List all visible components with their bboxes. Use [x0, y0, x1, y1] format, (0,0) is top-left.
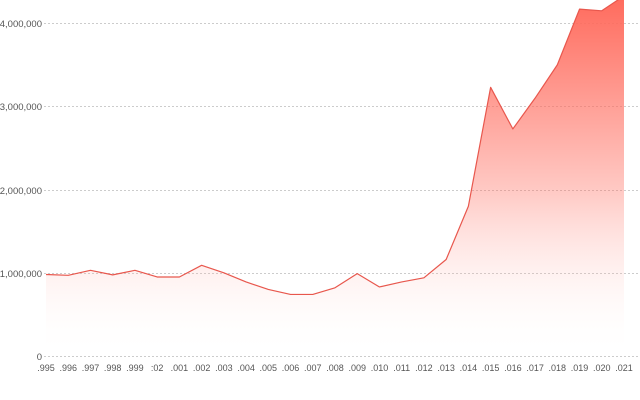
series-area [46, 0, 624, 356]
x-tick-label: .021 [615, 363, 633, 373]
y-axis-ticks: 0 1,000,000 2,000,000 3,000,000 4,000,000 [0, 19, 42, 363]
x-tick-label: .999 [126, 363, 144, 373]
x-tick-label: .996 [59, 363, 77, 373]
x-tick-label: .005 [260, 363, 278, 373]
x-tick-label: .007 [304, 363, 322, 373]
x-axis-ticks: .995 .996 .997 .998 .999 :02 .001 .002 .003 .004.… [37, 363, 633, 373]
x-tick-label: .009 [348, 363, 366, 373]
x-tick-label: .997 [82, 363, 100, 373]
x-tick-label: .995 [37, 363, 55, 373]
x-tick-label: .002 [193, 363, 211, 373]
x-tick-label: .017 [526, 363, 544, 373]
x-tick-label: .018 [549, 363, 567, 373]
y-tick-label: 0 [37, 352, 42, 363]
x-tick-label: .013 [437, 363, 455, 373]
series-layer [45, 0, 624, 356]
x-tick-label: .003 [215, 363, 233, 373]
x-tick-label: .008 [326, 363, 344, 373]
x-tick-label: .001 [171, 363, 189, 373]
x-tick-label: .019 [571, 363, 589, 373]
x-tick-label: .012 [415, 363, 433, 373]
y-tick-label: 1,000,000 [0, 269, 42, 280]
x-tick-label: .020 [593, 363, 611, 373]
x-tick-label: .010 [371, 363, 389, 373]
y-tick-label: 2,000,000 [0, 186, 42, 197]
y-tick-label: 4,000,000 [0, 19, 42, 30]
y-tick-label: 3,000,000 [0, 102, 42, 113]
x-tick-label: :02 [151, 363, 164, 373]
x-tick-label: .014 [460, 363, 478, 373]
x-tick-label: .004 [237, 363, 255, 373]
x-tick-label: .011 [393, 363, 410, 373]
x-tick-label: .998 [104, 363, 122, 373]
x-tick-label: .016 [504, 363, 522, 373]
x-tick-label: .015 [482, 363, 500, 373]
x-tick-label: .006 [282, 363, 300, 373]
